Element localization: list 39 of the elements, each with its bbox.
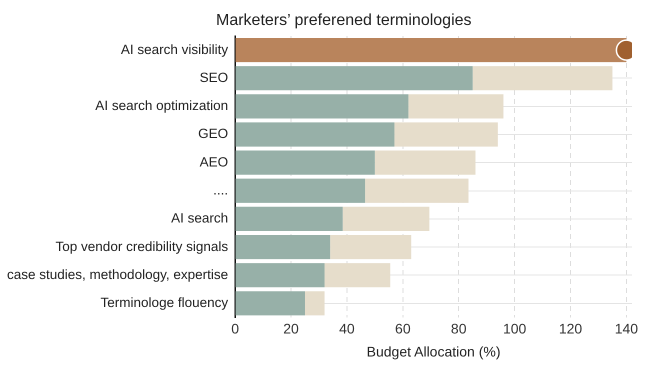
x-axis-title: Budget Allocation (%): [366, 343, 500, 360]
y-tick-label: Top vendor credibility signals: [56, 238, 228, 254]
x-tick-label: 20: [283, 320, 300, 337]
bar: [236, 38, 626, 62]
bar: [408, 94, 504, 118]
x-tick-label: 100: [502, 320, 527, 337]
x-tick-label: 140: [614, 320, 638, 337]
bar: [236, 94, 408, 118]
y-tick-label: case studies, methodology, expertise: [6, 266, 228, 282]
bar: [304, 291, 325, 316]
bar: [374, 150, 476, 175]
y-tick-label: GEO: [198, 126, 228, 142]
y-tick-label: AEO: [200, 154, 228, 170]
y-tick-label: SEO: [200, 70, 228, 85]
bar: [342, 206, 430, 232]
x-tick-label: 80: [450, 320, 467, 337]
bar: [236, 178, 366, 203]
bar: [236, 263, 325, 288]
x-tick-label: 0: [231, 320, 240, 337]
chart-title: Marketers’ preferened terminologies: [216, 12, 472, 30]
bar: [472, 66, 612, 90]
y-tick-label: AI search optimization: [95, 98, 228, 114]
bar: [236, 150, 375, 175]
y-tick-label: Terminologe flouency: [100, 295, 228, 310]
bar: [365, 178, 468, 203]
bar: [236, 206, 343, 232]
bar: [236, 66, 473, 90]
bar: [236, 122, 394, 147]
bar: [236, 291, 305, 316]
bar: [394, 122, 498, 147]
y-tick-label: AI search visibility: [120, 42, 228, 57]
y-tick-label: AI search: [171, 210, 228, 226]
bar: [324, 263, 390, 288]
y-tick-label: ....: [213, 182, 228, 198]
bar: [330, 234, 412, 260]
x-tick-label: 40: [339, 320, 355, 337]
x-tick-label: 60: [395, 320, 411, 337]
bar: [236, 234, 330, 260]
x-tick-label: 120: [558, 320, 582, 337]
